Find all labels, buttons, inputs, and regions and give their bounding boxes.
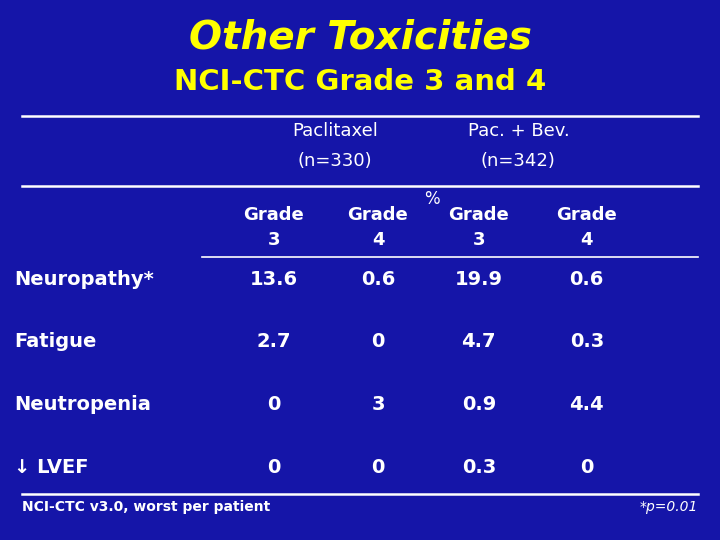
Text: Neutropenia: Neutropenia [14, 395, 151, 414]
Text: 3: 3 [472, 231, 485, 249]
Text: Grade: Grade [348, 206, 408, 224]
Text: 0.6: 0.6 [361, 270, 395, 289]
Text: 0.9: 0.9 [462, 395, 496, 414]
Text: Pac. + Bev.: Pac. + Bev. [467, 122, 570, 139]
Text: 0: 0 [372, 332, 384, 351]
Text: 0.3: 0.3 [570, 332, 604, 351]
Text: 4: 4 [580, 231, 593, 249]
Text: 0: 0 [267, 395, 280, 414]
Text: 3: 3 [372, 395, 384, 414]
Text: Neuropathy*: Neuropathy* [14, 270, 154, 289]
Text: Other Toxicities: Other Toxicities [189, 19, 531, 57]
Text: *p=0.01: *p=0.01 [640, 500, 698, 514]
Text: 4.4: 4.4 [570, 395, 604, 414]
Text: (n=330): (n=330) [297, 152, 372, 170]
Text: ↓ LVEF: ↓ LVEF [14, 458, 89, 477]
Text: NCI-CTC Grade 3 and 4: NCI-CTC Grade 3 and 4 [174, 68, 546, 96]
Text: 4.7: 4.7 [462, 332, 496, 351]
Text: 19.9: 19.9 [455, 270, 503, 289]
Text: Grade: Grade [243, 206, 304, 224]
Text: 3: 3 [267, 231, 280, 249]
Text: (n=342): (n=342) [481, 152, 556, 170]
Text: 13.6: 13.6 [250, 270, 297, 289]
Text: Grade: Grade [449, 206, 509, 224]
Text: Fatigue: Fatigue [14, 332, 96, 351]
Text: Grade: Grade [557, 206, 617, 224]
Text: NCI-CTC v3.0, worst per patient: NCI-CTC v3.0, worst per patient [22, 500, 270, 514]
Text: 0.3: 0.3 [462, 458, 496, 477]
Text: 0: 0 [267, 458, 280, 477]
Text: 2.7: 2.7 [256, 332, 291, 351]
Text: %: % [424, 190, 440, 208]
Text: 0: 0 [372, 458, 384, 477]
Text: 4: 4 [372, 231, 384, 249]
Text: 0: 0 [580, 458, 593, 477]
Text: 0.6: 0.6 [570, 270, 604, 289]
Text: Paclitaxel: Paclitaxel [292, 122, 378, 139]
